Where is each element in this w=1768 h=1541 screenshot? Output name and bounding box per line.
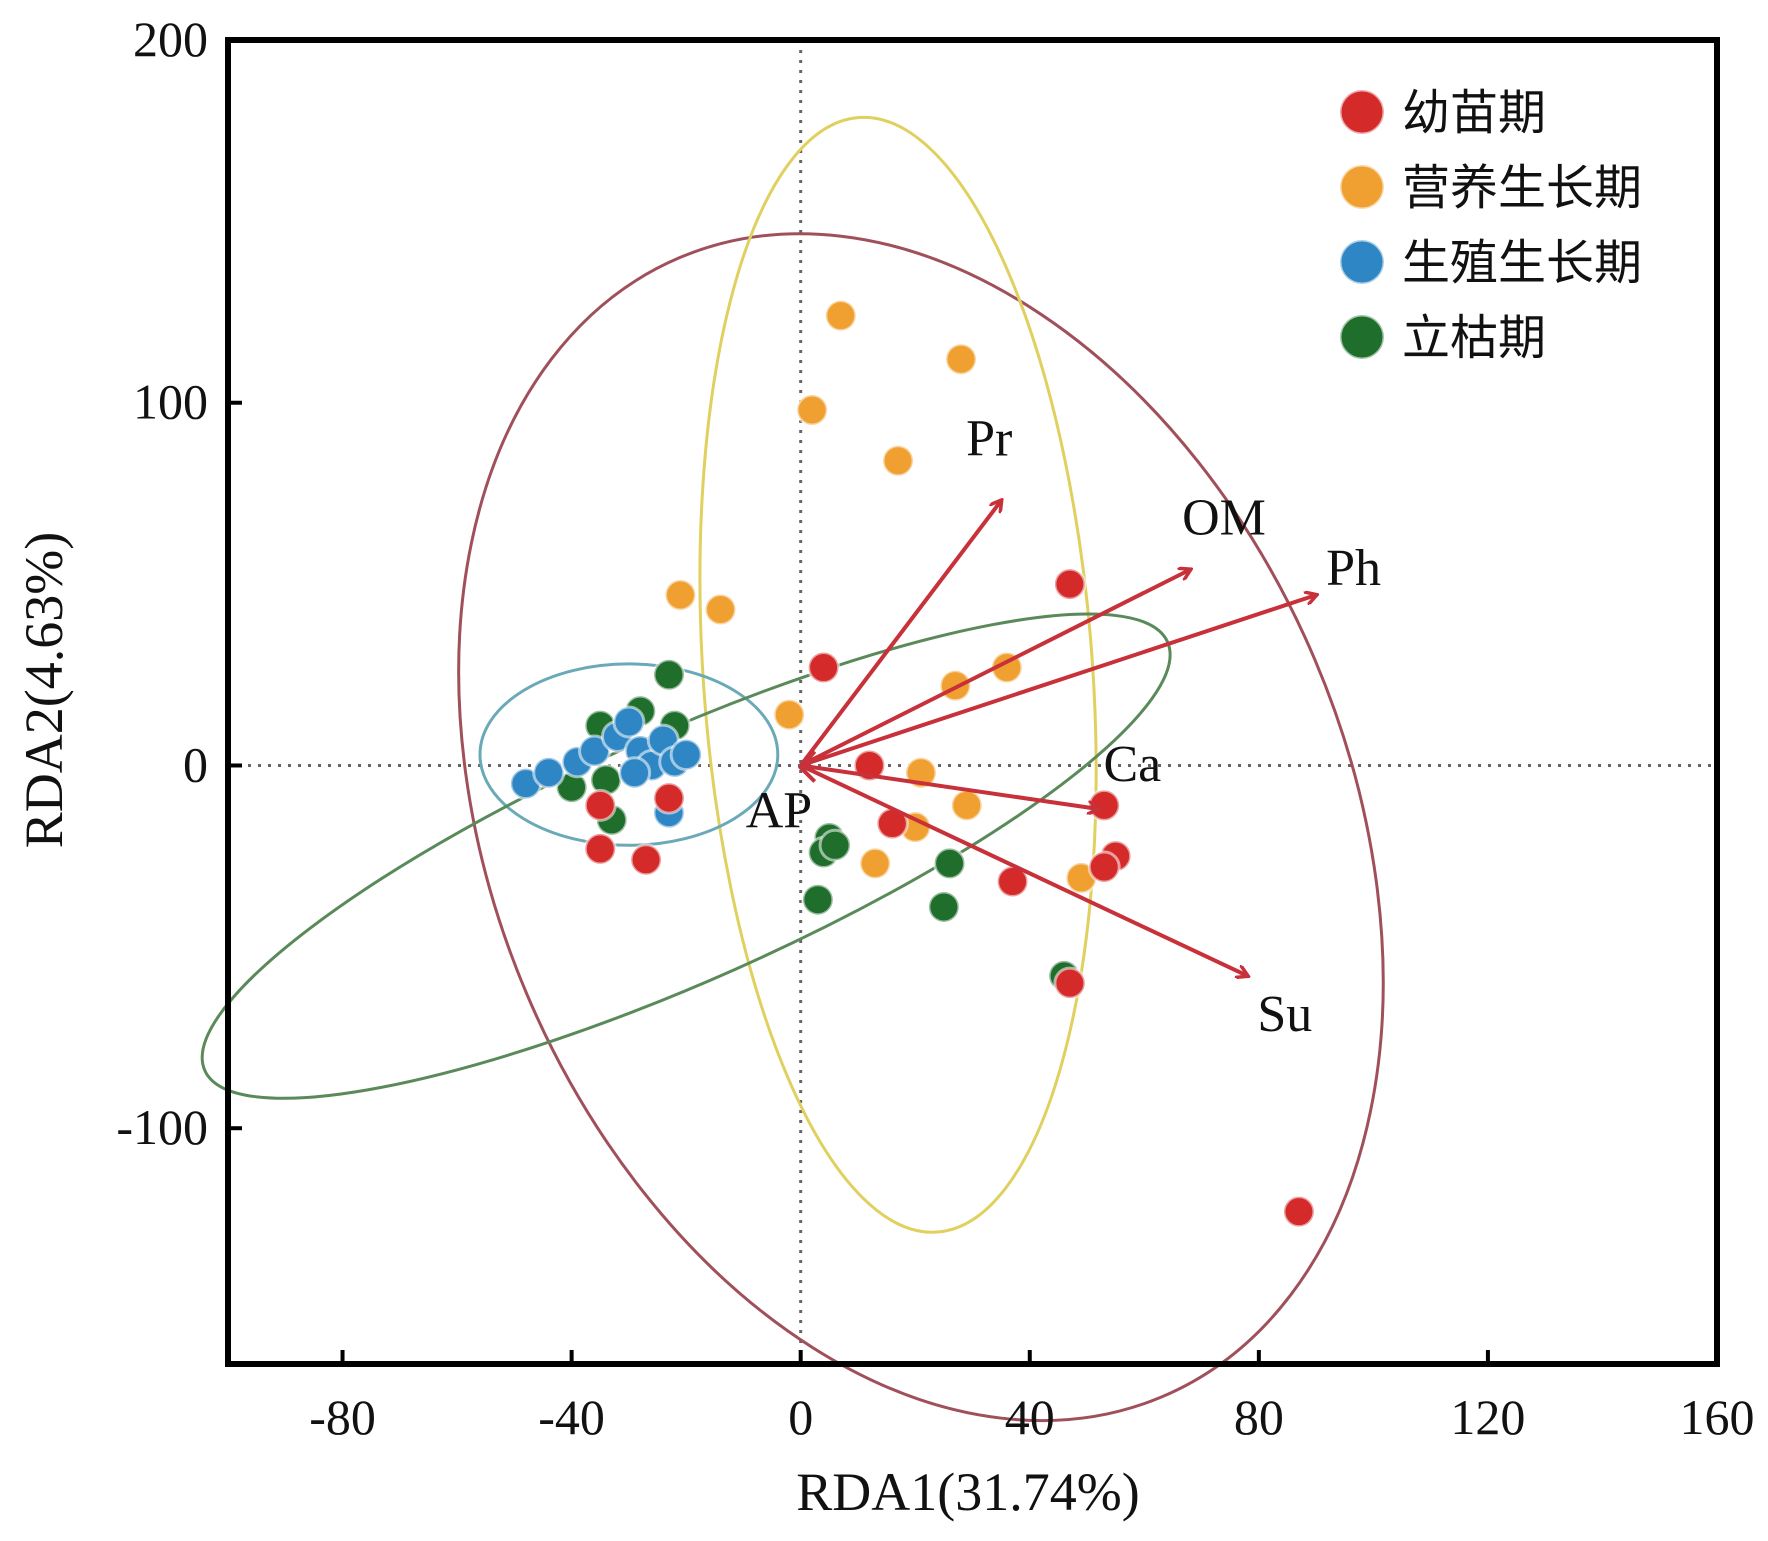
arrow-Ph (800, 595, 1316, 768)
arrow-Pr (799, 501, 1001, 767)
y-tick-label: 100 (133, 374, 208, 430)
plot-frame (225, 37, 1720, 1367)
ellipse-3 (200, 612, 1172, 1100)
arrow-Su (799, 763, 1248, 975)
point (944, 342, 978, 376)
point (933, 846, 967, 880)
point (704, 593, 738, 627)
point (618, 756, 652, 790)
y-tick-label: -100 (116, 1099, 208, 1155)
point (807, 651, 841, 685)
legend-label: 立枯期 (1402, 310, 1546, 366)
arrow-label-AP: AP (746, 783, 812, 840)
y-tick-label: 200 (133, 11, 208, 67)
environment-arrows: Pr OM Ph Ca Su AP (746, 411, 1381, 1043)
plot-border (225, 37, 1720, 1367)
x-axis-title: RDA1(31.74%) (796, 1462, 1139, 1522)
y-tick-label: 0 (183, 736, 208, 792)
ellipse-1 (698, 115, 1098, 1234)
axis-ticks: -80 -40 0 40 80 120 160 -100 0 100 200 (116, 11, 1754, 1445)
arrow-AP (797, 750, 817, 783)
y-axis-title: RDA2(4.63%) (14, 532, 74, 848)
legend-marker (1338, 88, 1386, 136)
point (578, 734, 612, 768)
point (1053, 966, 1087, 1000)
arrow-Ca (800, 763, 1099, 809)
arrow-label-Ph: Ph (1326, 540, 1381, 597)
point (669, 738, 703, 772)
point (772, 698, 806, 732)
x-tick-label: -40 (538, 1389, 605, 1445)
arrow-label-Su: Su (1257, 986, 1312, 1043)
point (795, 393, 829, 427)
point (1053, 567, 1087, 601)
point (824, 299, 858, 333)
point (532, 756, 566, 790)
x-tick-label: 160 (1680, 1389, 1755, 1445)
legend-marker (1338, 238, 1386, 286)
series-生殖生长期 (509, 705, 703, 830)
x-tick-label: -80 (309, 1389, 376, 1445)
point (1087, 788, 1121, 822)
point (1087, 850, 1121, 884)
reference-lines (228, 40, 1717, 1364)
x-tick-label: 120 (1450, 1389, 1525, 1445)
legend-label: 营养生长期 (1402, 160, 1642, 216)
point (583, 788, 617, 822)
point (927, 890, 961, 924)
point (629, 843, 663, 877)
arrow-label-Pr: Pr (966, 411, 1012, 468)
x-tick-label: 0 (788, 1389, 813, 1445)
sample-points (509, 299, 1316, 1229)
point (652, 781, 686, 815)
point (612, 705, 646, 739)
confidence-ellipses (200, 115, 1385, 1423)
point (663, 578, 697, 612)
ellipse-0 (457, 232, 1385, 1423)
ellipse-2 (478, 662, 780, 847)
point (858, 846, 892, 880)
legend-label: 幼苗期 (1402, 85, 1546, 141)
point (881, 444, 915, 478)
arrow-OM (799, 570, 1190, 768)
point (950, 788, 984, 822)
point (583, 832, 617, 866)
legend-marker (1338, 313, 1386, 361)
point (652, 658, 686, 692)
x-tick-label: 80 (1234, 1389, 1284, 1445)
point (1282, 1195, 1316, 1229)
legend-marker (1338, 163, 1386, 211)
point (801, 883, 835, 917)
point (818, 828, 852, 862)
x-tick-label: 40 (1005, 1389, 1055, 1445)
arrow-label-Ca: Ca (1103, 736, 1161, 793)
legend-label: 生殖生长期 (1402, 235, 1642, 291)
arrow-label-OM: OM (1182, 490, 1266, 547)
